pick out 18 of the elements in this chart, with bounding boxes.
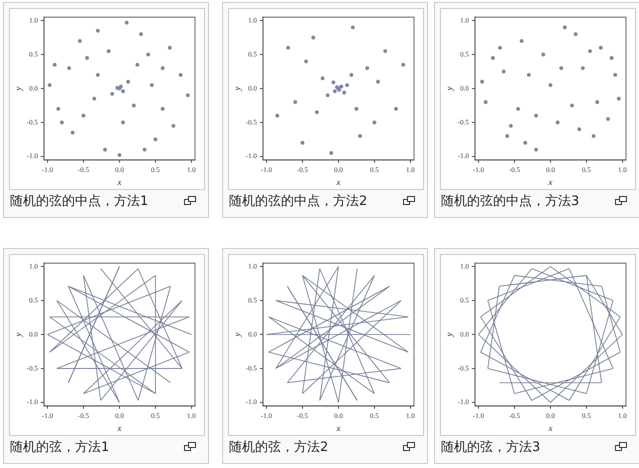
y-axis-title: y <box>444 86 454 92</box>
y-axis-title: y <box>12 332 23 338</box>
x-axis-title: x <box>547 176 552 187</box>
y-axis-title: y <box>232 86 242 92</box>
text: 随机的弦的中点，方法1 <box>10 193 148 210</box>
x-axis-title: x <box>116 176 122 187</box>
x-axis-title: x <box>547 422 552 433</box>
x-axis-title: x <box>335 176 340 187</box>
y-axis-title: y <box>12 86 23 92</box>
text: 随机的弦的中点，方法2 <box>229 193 368 210</box>
text: 随机的弦，方法1 <box>10 439 110 456</box>
x-axis-title: x <box>116 422 122 433</box>
x-axis-title: x <box>335 422 340 433</box>
y-axis-title: y <box>232 332 242 338</box>
text: 随机的弦，方法3 <box>441 439 540 456</box>
y-axis-title: y <box>444 332 454 338</box>
text: 随机的弦的中点，方法3 <box>441 193 580 210</box>
text: 随机的弦，方法2 <box>229 439 328 456</box>
